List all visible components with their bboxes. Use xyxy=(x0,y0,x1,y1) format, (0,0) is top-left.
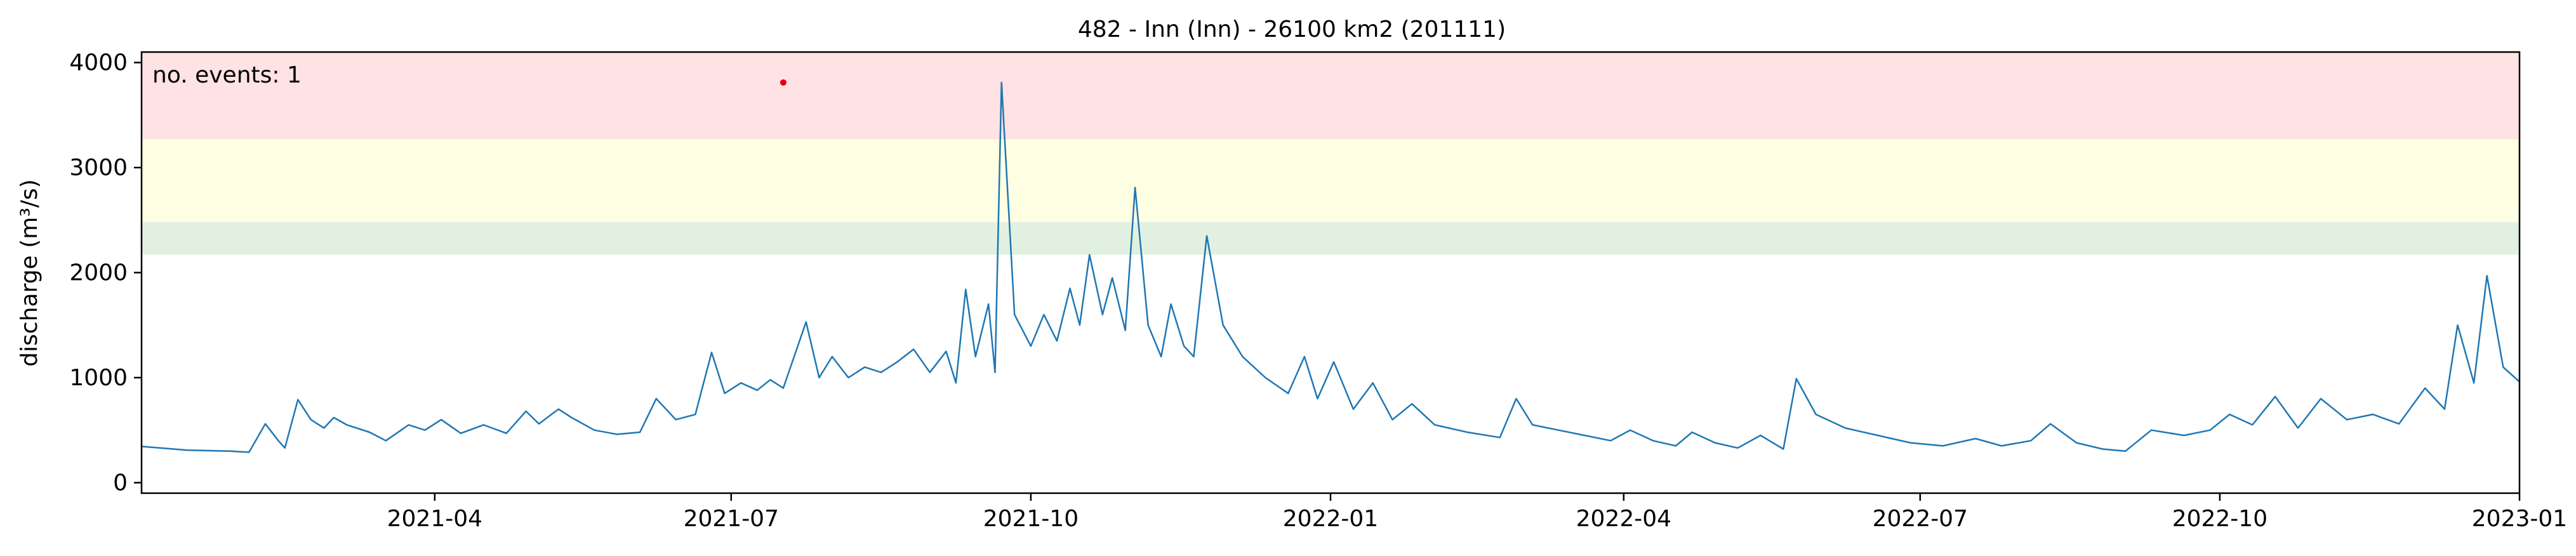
threshold-band-3 xyxy=(142,52,2520,140)
y-tick-label: 4000 xyxy=(69,50,128,76)
x-tick-label: 2022-01 xyxy=(1283,506,1378,532)
x-tick-label: 2022-07 xyxy=(1873,506,1968,532)
event-marker xyxy=(780,79,787,86)
y-axis: 0 1000 2000 3000 4000 xyxy=(69,50,142,496)
y-tick-label: 2000 xyxy=(69,260,128,286)
series-lines xyxy=(141,81,2520,453)
threshold-bands xyxy=(142,52,2520,255)
y-tick-label: 3000 xyxy=(69,155,128,181)
threshold-band-1 xyxy=(142,222,2520,255)
y-tick-label: 1000 xyxy=(69,365,128,391)
x-tick-label: 2021-07 xyxy=(684,506,779,532)
chart-title: 482 - Inn (Inn) - 26100 km2 (201111) xyxy=(1078,17,1506,43)
discharge-series-line xyxy=(141,81,2520,453)
threshold-band-2 xyxy=(142,139,2520,223)
y-tick-label: 0 xyxy=(113,470,128,496)
x-tick-label: 2021-04 xyxy=(387,506,482,532)
x-tick-label: 2021-10 xyxy=(983,506,1079,532)
event-markers xyxy=(780,79,787,86)
y-axis-label: discharge (m³/s) xyxy=(17,179,43,366)
x-axis: 2021-04 2021-07 2021-10 2022-01 2022-04 2022-… xyxy=(387,493,2567,532)
x-tick-label: 2023-01 xyxy=(2472,506,2567,532)
event-count-annotation: no. events: 1 xyxy=(152,62,302,88)
x-tick-label: 2022-10 xyxy=(2172,506,2267,532)
x-tick-label: 2022-04 xyxy=(1576,506,1671,532)
